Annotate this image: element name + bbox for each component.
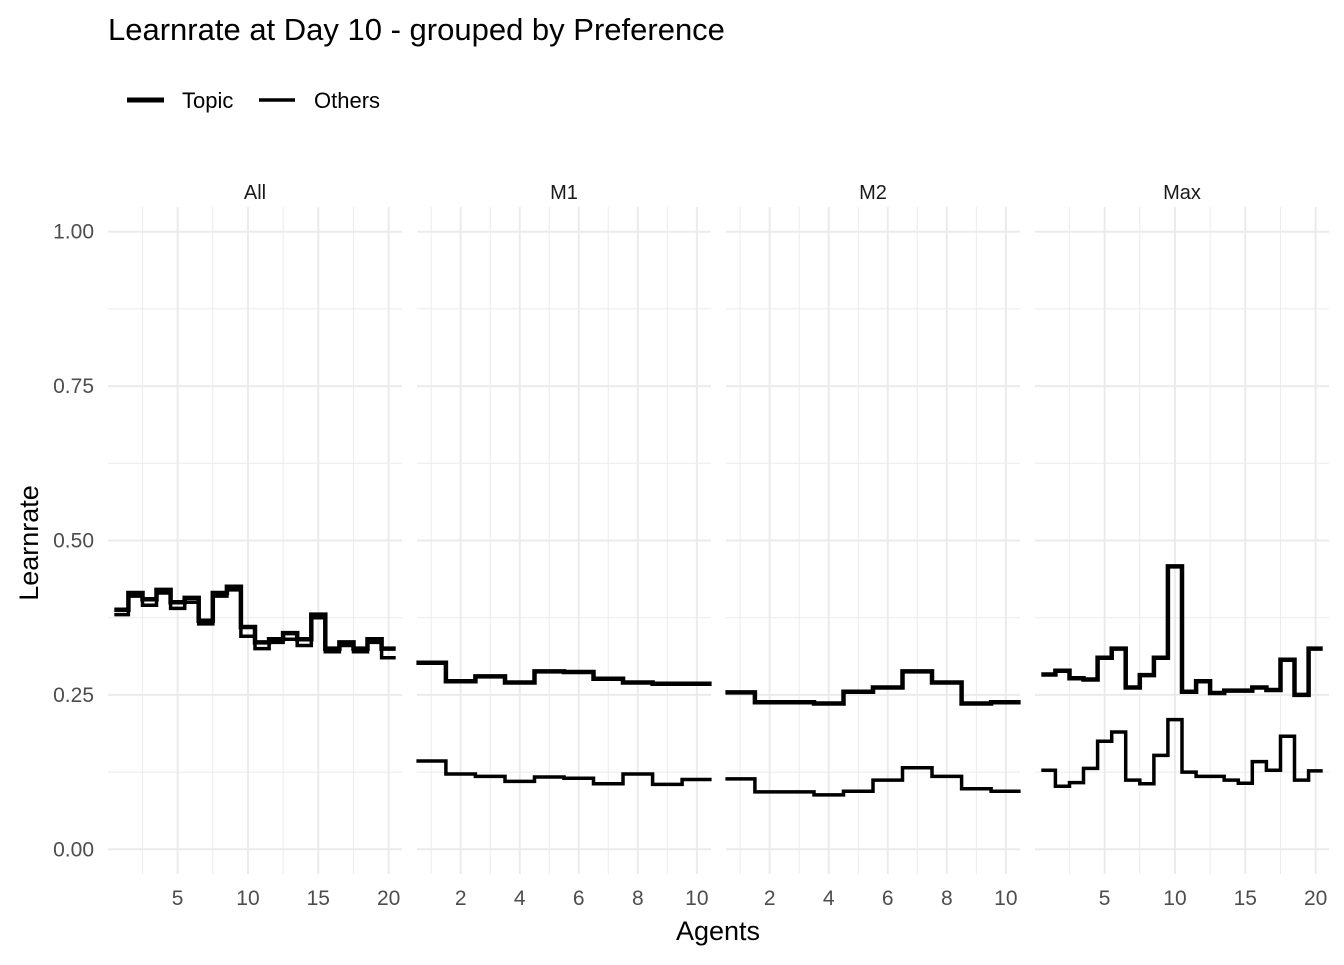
x-tick-label: 8 <box>941 887 953 910</box>
series-line-others <box>725 766 1021 797</box>
facet-max: Max 5 10 15 20 <box>1035 182 1329 910</box>
legend-label-topic: Topic <box>182 88 233 113</box>
x-tick-label: 5 <box>1099 887 1111 910</box>
x-tick-label: 4 <box>514 887 526 910</box>
x-tick-label: 6 <box>882 887 894 910</box>
x-tick-label: 10 <box>685 887 708 910</box>
facet-all: All 5 10 15 20 <box>108 182 402 910</box>
x-tick-label: 10 <box>1163 887 1186 910</box>
facet-m1: M1 2 4 6 8 10 <box>416 182 712 910</box>
legend-label-others: Others <box>314 88 380 113</box>
x-tick-label: 10 <box>236 887 259 910</box>
y-tick-label: 0.25 <box>53 684 94 707</box>
x-tick-label: 10 <box>994 887 1017 910</box>
x-axis-title: Agents <box>676 916 760 946</box>
facet-strip-label: M1 <box>550 182 578 204</box>
legend: Topic Others <box>127 88 380 113</box>
series-line-others <box>1041 717 1323 789</box>
series-line-topic <box>725 669 1021 706</box>
x-tick-label: 15 <box>1234 887 1257 910</box>
facet-strip-label: All <box>244 182 266 204</box>
y-tick-label: 0.00 <box>53 838 94 861</box>
x-tick-label: 5 <box>172 887 184 910</box>
facet-panels: All 5 10 15 20 M1 2 4 6 8 10 M2 2 4 6 8 10 Max 5 10 15 20 0.00… <box>53 182 1329 910</box>
series-line-topic <box>416 660 712 687</box>
x-tick-label: 15 <box>307 887 330 910</box>
facet-strip-label: M2 <box>859 182 887 204</box>
x-tick-label: 4 <box>823 887 835 910</box>
x-tick-label: 8 <box>632 887 644 910</box>
y-tick-label: 0.75 <box>53 375 94 398</box>
series-line-others <box>114 588 396 660</box>
facet-m2: M2 2 4 6 8 10 <box>725 182 1021 910</box>
x-tick-label: 2 <box>455 887 467 910</box>
y-axis-title: Learnrate <box>14 485 44 601</box>
x-tick-label: 20 <box>377 887 400 910</box>
series-line-topic <box>1041 564 1323 698</box>
y-tick-label: 1.00 <box>53 221 94 244</box>
series-line-others <box>416 759 712 787</box>
y-tick-label: 0.50 <box>53 530 94 553</box>
x-tick-label: 6 <box>573 887 585 910</box>
facet-strip-label: Max <box>1163 182 1201 204</box>
x-tick-label: 2 <box>764 887 776 910</box>
chart-title: Learnrate at Day 10 - grouped by Prefere… <box>108 12 725 47</box>
x-tick-label: 20 <box>1304 887 1327 910</box>
